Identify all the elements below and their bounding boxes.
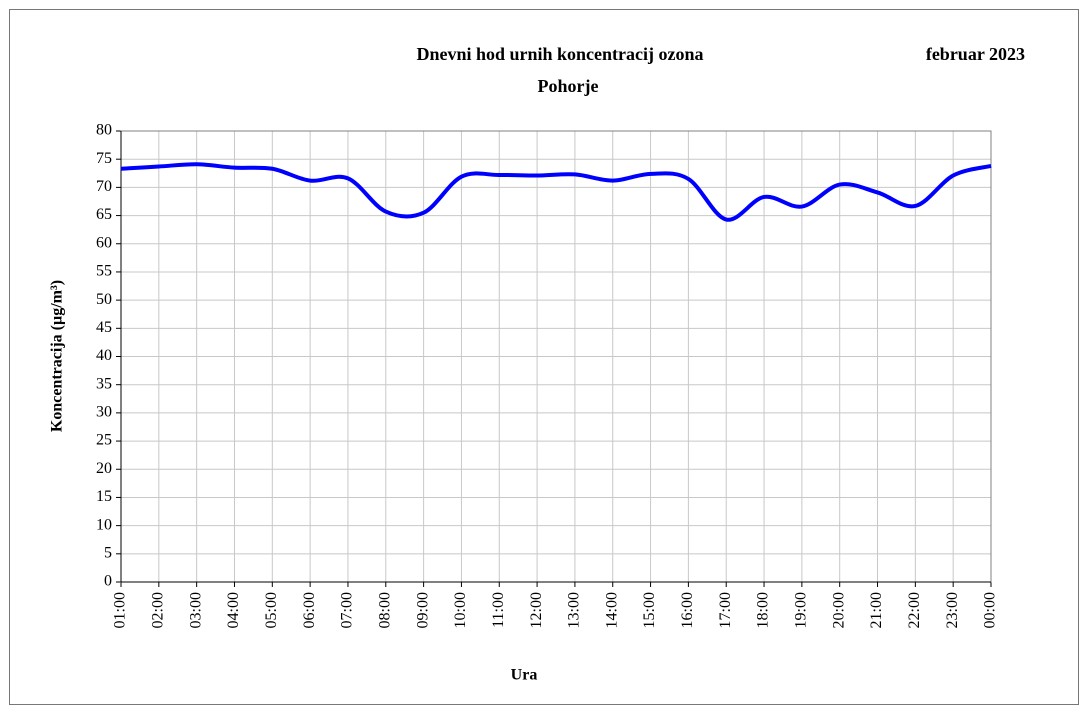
y-tick-label: 30 [96,404,112,421]
x-tick-label: 16:00 [679,592,696,628]
y-tick-label: 60 [96,234,112,251]
x-tick-label: 03:00 [187,592,204,628]
y-tick-label: 5 [104,544,112,561]
x-axis-label: Ura [511,667,538,684]
y-tick-label: 40 [96,347,112,364]
x-tick-label: 00:00 [982,592,999,628]
x-tick-label: 15:00 [641,592,658,628]
x-tick-label: 21:00 [868,592,885,628]
x-tick-label: 06:00 [301,592,318,628]
y-tick-label: 10 [96,516,112,533]
x-tick-label: 20:00 [830,592,847,628]
x-tick-label: 01:00 [112,592,129,628]
chart-date: februar 2023 [926,44,1025,64]
x-tick-label: 12:00 [528,592,545,628]
line-series [120,162,992,222]
y-tick-label: 15 [96,488,112,505]
y-tick-label: 70 [96,178,112,195]
x-tick-label: 09:00 [414,592,431,628]
x-tick-label: 05:00 [263,592,280,628]
y-tick-label: 0 [104,573,112,590]
x-tick-label: 07:00 [339,592,356,628]
x-tick-label: 17:00 [717,592,734,628]
y-tick-label: 65 [96,206,112,223]
y-tick-label: 75 [96,150,112,167]
x-tick-label: 08:00 [376,592,393,628]
x-tick-label: 19:00 [793,592,810,628]
x-tick-label: 02:00 [149,592,166,628]
y-tick-label: 20 [96,460,112,477]
x-tick-label: 22:00 [906,592,923,628]
x-tick-label: 11:00 [490,592,507,628]
y-axis-label: Koncentracija (µg/m³) [49,280,66,432]
x-tick-label: 13:00 [566,592,583,628]
y-tick-label: 45 [96,319,112,336]
y-tick-label: 55 [96,263,112,280]
y-tick-label: 50 [96,291,112,308]
x-tick-label: 14:00 [603,592,620,628]
y-tick-label: 80 [96,122,112,139]
x-tick-label: 23:00 [944,592,961,628]
x-tick-label: 10:00 [452,592,469,628]
chart-subtitle: Pohorje [538,76,599,96]
chart-title: Dnevni hod urnih koncentracij ozona [416,44,703,64]
x-tick-label: 18:00 [755,592,772,628]
x-tick-label: 04:00 [225,592,242,628]
y-tick-label: 35 [96,375,112,392]
y-tick-label: 25 [96,432,112,449]
